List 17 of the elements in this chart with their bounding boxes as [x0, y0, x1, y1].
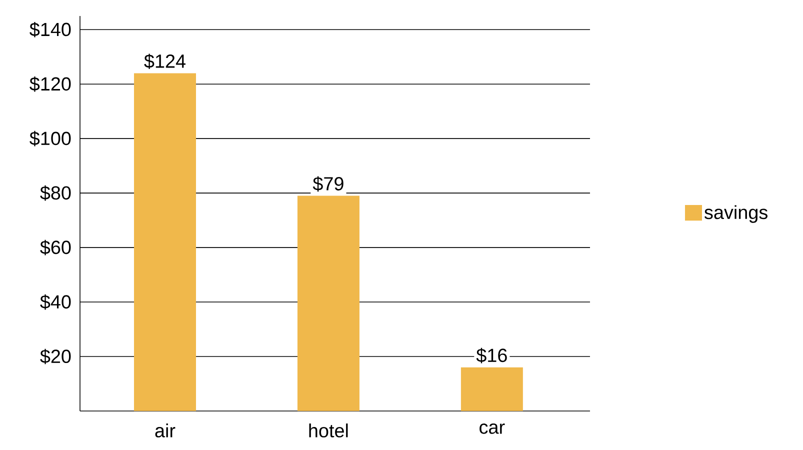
y-tick-label: $80 [40, 185, 71, 201]
x-tick-label: air [155, 424, 176, 438]
data-label: $79 [312, 176, 344, 192]
y-tick-label: $60 [40, 240, 71, 256]
x-tick-label: car [480, 424, 505, 434]
legend-label: savings [704, 205, 768, 223]
data-label: $124 [144, 54, 186, 70]
x-tick-label: hotel [309, 424, 348, 438]
y-tick-label: $40 [40, 294, 71, 310]
data-label: $16 [476, 348, 507, 364]
y-tick-label: $100 [30, 130, 71, 146]
y-tick-label: $20 [40, 348, 71, 364]
bar [134, 73, 196, 411]
bar [460, 367, 523, 411]
bar [297, 196, 360, 411]
y-tick-label: $140 [30, 22, 71, 38]
y-tick-label: $120 [30, 76, 71, 92]
